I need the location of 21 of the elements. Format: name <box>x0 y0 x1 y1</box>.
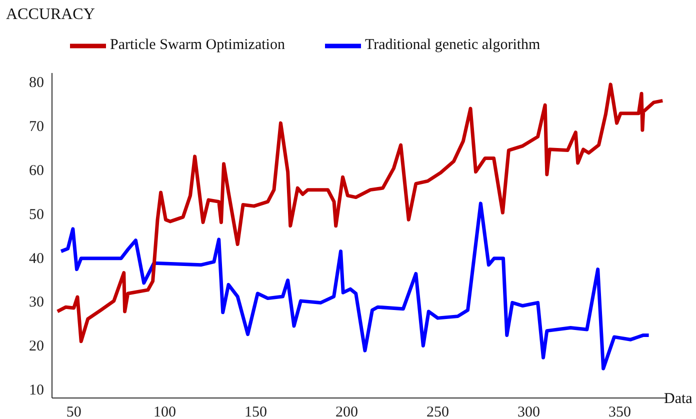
y-tick-label: 50 <box>29 206 44 223</box>
legend-label: Traditional genetic algorithm <box>364 37 540 54</box>
y-tick-label: 80 <box>29 75 44 92</box>
x-tick-label: 150 <box>244 404 268 419</box>
x-tick-label: 250 <box>426 404 449 419</box>
x-tick-label: 50 <box>66 404 82 419</box>
y-tick-label: 60 <box>29 162 44 179</box>
y-axis-title: ACCURACY <box>6 6 95 24</box>
y-tick-label: 10 <box>29 382 44 399</box>
x-tick-label: 100 <box>154 404 176 419</box>
line-series <box>56 82 664 344</box>
x-tick-label: 300 <box>517 404 540 419</box>
y-tick-label: 40 <box>29 250 44 267</box>
line-series <box>59 202 651 370</box>
y-tick-label: 30 <box>29 294 44 311</box>
x-axis-title: Data <box>664 391 692 408</box>
x-tick-label: 350 <box>608 404 631 419</box>
legend-label: Particle Swarm Optimization <box>110 37 285 54</box>
y-tick-label: 70 <box>29 119 44 136</box>
x-tick-label: 200 <box>336 404 358 419</box>
y-tick-label: 20 <box>29 338 44 355</box>
